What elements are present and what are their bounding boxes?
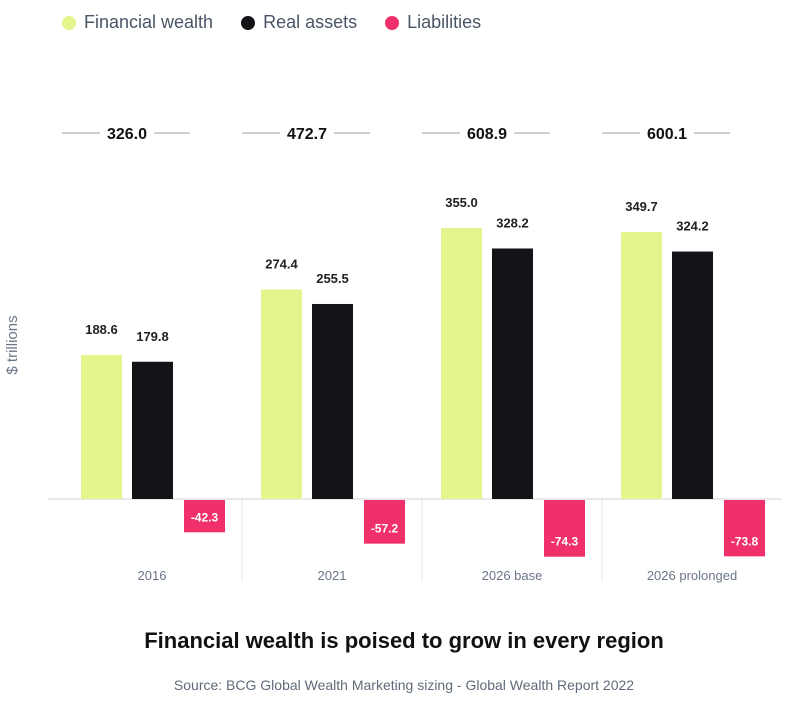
bar-liabilities [364,500,405,544]
bar-chart: 2016 326.0 188.6 179.8 -42.3 2021 472.7 274.4 25… [48,126,782,583]
category-label: 2026 base [482,568,543,583]
bar-real-assets [132,361,173,499]
bar-liabilities [544,500,585,557]
data-label-financial-wealth: 349.7 [625,199,658,214]
data-label-liabilities: -42.3 [191,510,219,524]
bar-financial-wealth [621,232,662,500]
data-label-financial-wealth: 274.4 [265,257,298,272]
legend-item-liabilities[interactable]: Liabilities [385,12,481,33]
legend: Financial wealth Real assets Liabilities [62,12,481,33]
total-label: 608.9 [467,126,507,143]
data-label-financial-wealth: 355.0 [445,195,478,210]
legend-item-real-assets[interactable]: Real assets [241,12,357,33]
bar-financial-wealth [81,355,122,499]
legend-swatch-financial-wealth [62,15,76,30]
bar-real-assets [492,248,533,499]
bar-real-assets [312,303,353,499]
legend-swatch-liabilities [385,15,400,30]
y-axis-label: $ trillions [4,315,21,375]
data-label-liabilities: -57.2 [371,522,399,536]
category-label: 2021 [318,568,347,583]
data-label-financial-wealth: 188.6 [85,322,118,337]
bar-liabilities [184,500,225,533]
data-label-liabilities: -74.3 [551,535,579,549]
total-label: 600.1 [647,126,687,143]
legend-swatch-real-assets [241,15,256,30]
chart-title: Financial wealth is poised to grow in ev… [144,628,664,653]
data-label-real-assets: 324.2 [676,219,709,234]
bar-financial-wealth [441,228,482,499]
data-label-real-assets: 179.8 [136,329,169,344]
chart-source: Source: BCG Global Wealth Marketing sizi… [173,677,635,693]
legend-label-real-assets: Real assets [263,12,358,32]
data-label-liabilities: -73.8 [731,534,759,548]
total-label: 326.0 [107,126,147,143]
legend-label-liabilities: Liabilities [407,12,482,32]
legend-item-financial-wealth[interactable]: Financial wealth [62,12,213,33]
total-label: 472.7 [287,126,327,143]
legend-label-financial-wealth: Financial wealth [84,12,214,32]
bar-financial-wealth [261,289,302,499]
category-label: 2016 [138,568,167,583]
bar-real-assets [672,251,713,499]
bar-liabilities [724,500,765,557]
category-label: 2026 prolonged [647,568,737,583]
data-label-real-assets: 255.5 [316,271,349,286]
data-label-real-assets: 328.2 [496,215,529,230]
